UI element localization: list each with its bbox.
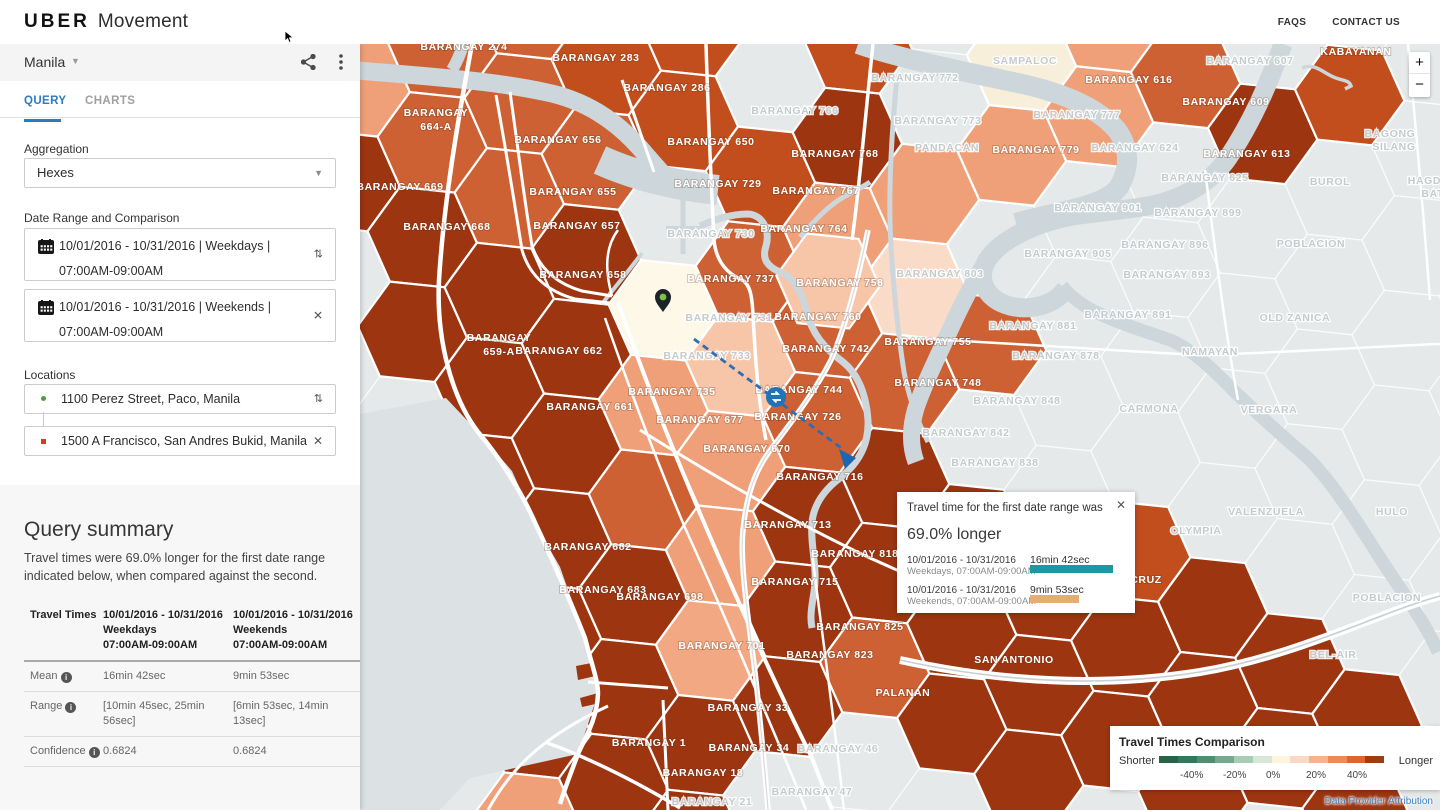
svg-text:PANDACAN: PANDACAN — [915, 142, 979, 154]
svg-text:BARANGAY 737: BARANGAY 737 — [687, 273, 774, 285]
svg-text:BARANGAY 803: BARANGAY 803 — [896, 268, 983, 280]
svg-text:BARANGAY 274: BARANGAY 274 — [420, 44, 507, 53]
svg-text:CRUZ: CRUZ — [1130, 574, 1162, 586]
svg-text:BARANGAY 656: BARANGAY 656 — [514, 134, 601, 146]
svg-text:BARANGAY 818: BARANGAY 818 — [811, 548, 898, 560]
svg-text:BARANGAY 616: BARANGAY 616 — [1085, 74, 1172, 86]
svg-text:BARANGAY 701: BARANGAY 701 — [678, 640, 765, 652]
svg-text:BARANGAY 838: BARANGAY 838 — [951, 457, 1038, 469]
svg-text:VALENZUELA: VALENZUELA — [1228, 506, 1304, 518]
svg-text:BARANGAY 748: BARANGAY 748 — [894, 377, 981, 389]
svg-text:BARANGAY 650: BARANGAY 650 — [667, 136, 754, 148]
svg-text:NAMAYAN: NAMAYAN — [1182, 346, 1238, 358]
svg-text:BARANGAY 730: BARANGAY 730 — [667, 228, 754, 240]
svg-text:BARANGAY 899: BARANGAY 899 — [1154, 207, 1241, 219]
svg-text:BARANGAY 731: BARANGAY 731 — [685, 312, 772, 324]
svg-text:659-A: 659-A — [483, 346, 515, 358]
svg-text:BARANGAY 658: BARANGAY 658 — [539, 269, 626, 281]
svg-text:PALANAN: PALANAN — [876, 687, 931, 699]
svg-text:BARANGAY 881: BARANGAY 881 — [989, 320, 1076, 332]
svg-text:BARANGAY 34: BARANGAY 34 — [709, 742, 790, 754]
svg-text:BARANGAY 768: BARANGAY 768 — [791, 148, 878, 160]
svg-text:BARANGAY 18: BARANGAY 18 — [663, 767, 744, 779]
svg-text:BARANGAY 893: BARANGAY 893 — [1123, 269, 1210, 281]
svg-text:BARANGAY 848: BARANGAY 848 — [973, 395, 1060, 407]
svg-text:664-A: 664-A — [420, 121, 452, 133]
svg-text:BARANGAY 729: BARANGAY 729 — [674, 178, 761, 190]
svg-text:BARANGAY 715: BARANGAY 715 — [751, 576, 838, 588]
svg-text:OLD ZANICA: OLD ZANICA — [1260, 312, 1331, 324]
svg-text:VERGARA: VERGARA — [1241, 404, 1298, 416]
svg-text:BARANGAY 283: BARANGAY 283 — [552, 52, 639, 64]
svg-text:BARANGAY 613: BARANGAY 613 — [1203, 148, 1290, 160]
svg-text:KABAYANAN: KABAYANAN — [1320, 46, 1391, 58]
svg-text:BARANGAY 716: BARANGAY 716 — [776, 471, 863, 483]
svg-text:SAN ANTONIO: SAN ANTONIO — [974, 654, 1054, 666]
svg-text:BARANGAY 767: BARANGAY 767 — [772, 185, 859, 197]
svg-text:BARANGAY 607: BARANGAY 607 — [1206, 55, 1293, 67]
svg-text:BARANGAY 21: BARANGAY 21 — [672, 796, 753, 808]
svg-text:BARANGAY 47: BARANGAY 47 — [772, 786, 853, 798]
svg-text:BARANGAY 733: BARANGAY 733 — [663, 350, 750, 362]
svg-text:BARANGAY 742: BARANGAY 742 — [782, 343, 869, 355]
svg-text:BARANGAY 773: BARANGAY 773 — [894, 115, 981, 127]
svg-text:HULO: HULO — [1376, 506, 1408, 518]
svg-text:SAMPALOC: SAMPALOC — [993, 55, 1057, 67]
svg-text:BARANGAY 1: BARANGAY 1 — [612, 737, 686, 749]
svg-text:BARANGAY 891: BARANGAY 891 — [1084, 309, 1171, 321]
svg-text:BARANGAY 842: BARANGAY 842 — [922, 427, 1009, 439]
svg-text:BEL-AIR: BEL-AIR — [1310, 649, 1357, 661]
svg-text:BARANGAY 726: BARANGAY 726 — [754, 411, 841, 423]
svg-text:BARANGAY 683: BARANGAY 683 — [559, 584, 646, 596]
svg-text:BARANGAY 777: BARANGAY 777 — [1033, 109, 1120, 121]
svg-text:POBLACION: POBLACION — [1353, 592, 1421, 604]
svg-text:BUROL: BUROL — [1310, 176, 1350, 188]
svg-text:POBLACION: POBLACION — [1277, 238, 1345, 250]
svg-text:BARANGAY 766: BARANGAY 766 — [751, 105, 838, 117]
svg-text:BARANGAY 823: BARANGAY 823 — [786, 649, 873, 661]
svg-text:BARANGAY 735: BARANGAY 735 — [628, 386, 715, 398]
svg-text:BARANGAY 758: BARANGAY 758 — [796, 277, 883, 289]
svg-text:SILANG: SILANG — [1372, 141, 1415, 153]
svg-text:OLYMPIA: OLYMPIA — [1170, 525, 1221, 537]
svg-text:BARANGAY: BARANGAY — [404, 107, 469, 119]
svg-text:BARANGAY 713: BARANGAY 713 — [744, 519, 831, 531]
svg-text:BARANGAY 669: BARANGAY 669 — [360, 181, 444, 193]
svg-text:BARANGAY 661: BARANGAY 661 — [546, 401, 633, 413]
svg-text:BATO: BATO — [1421, 188, 1440, 200]
svg-text:BARANGAY 668: BARANGAY 668 — [403, 221, 490, 233]
svg-text:BARANGAY 764: BARANGAY 764 — [760, 223, 847, 235]
svg-text:BARANGAY 33: BARANGAY 33 — [708, 702, 789, 714]
svg-text:BARANGAY 682: BARANGAY 682 — [544, 541, 631, 553]
svg-text:BARANGAY 755: BARANGAY 755 — [884, 336, 971, 348]
svg-text:BARANGAY: BARANGAY — [467, 332, 532, 344]
svg-text:BARANGAY 905: BARANGAY 905 — [1024, 248, 1111, 260]
svg-text:BARANGAY 896: BARANGAY 896 — [1121, 239, 1208, 251]
svg-text:BARANGAY 655: BARANGAY 655 — [529, 186, 616, 198]
svg-text:BARANGAY 624: BARANGAY 624 — [1091, 142, 1178, 154]
svg-text:BARANGAY 625: BARANGAY 625 — [1161, 172, 1248, 184]
svg-text:BARANGAY 760: BARANGAY 760 — [774, 311, 861, 323]
svg-text:BAGONG: BAGONG — [1365, 128, 1416, 140]
svg-text:BARANGAY 677: BARANGAY 677 — [656, 414, 743, 426]
svg-text:CARMONA: CARMONA — [1119, 403, 1178, 415]
svg-text:BARANGAY 901: BARANGAY 901 — [1054, 202, 1141, 214]
svg-text:BARANGAY 670: BARANGAY 670 — [703, 443, 790, 455]
svg-text:BARANGAY 609: BARANGAY 609 — [1182, 96, 1269, 108]
svg-text:BARANGAY 878: BARANGAY 878 — [1012, 350, 1099, 362]
svg-text:BARANGAY 662: BARANGAY 662 — [515, 345, 602, 357]
svg-text:BARANGAY 46: BARANGAY 46 — [798, 743, 879, 755]
svg-text:BARANGAY 779: BARANGAY 779 — [992, 144, 1079, 156]
svg-text:BARANGAY 772: BARANGAY 772 — [871, 72, 958, 84]
svg-text:BARANGAY 825: BARANGAY 825 — [816, 621, 903, 633]
svg-text:HAGDANG: HAGDANG — [1408, 175, 1440, 187]
svg-text:BARANGAY 657: BARANGAY 657 — [533, 220, 620, 232]
svg-text:BARANGAY 286: BARANGAY 286 — [623, 82, 710, 94]
svg-text:BARANGAY 698: BARANGAY 698 — [616, 591, 703, 603]
